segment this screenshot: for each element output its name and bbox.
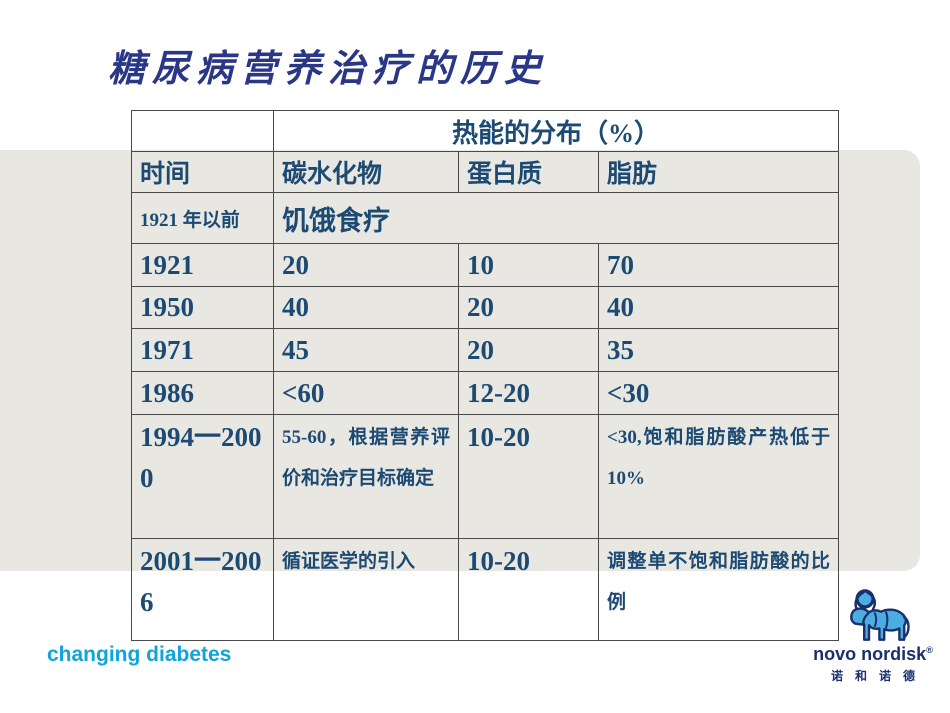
column-header-protein: 蛋白质 (458, 151, 599, 193)
novo-nordisk-bull-icon (850, 589, 910, 641)
table-cell-time: 1986 (131, 371, 274, 415)
table-cell-time: 1971 (131, 328, 274, 372)
table-cell-time: 1921 (131, 243, 274, 287)
table-row: 1950 40 20 40 (131, 286, 840, 329)
table-cell-protein: 20 (458, 328, 599, 372)
table-row: 时间 碳水化物 蛋白质 脂肪 (131, 151, 840, 193)
table-cell-protein: 10 (458, 243, 599, 287)
table-row: 1986 <60 12-20 <30 (131, 371, 840, 415)
energy-distribution-header: 热能的分布（%） (272, 110, 840, 152)
table-cell-fat: 70 (597, 243, 840, 287)
table-row: 1921 20 10 70 (131, 243, 840, 287)
table-cell-starvation-diet: 饥饿食疗 (272, 192, 840, 244)
column-header-fat: 脂肪 (597, 151, 840, 193)
table-cell-carb: 循证医学的引入 (273, 538, 459, 641)
column-header-time: 时间 (131, 151, 274, 193)
table-cell-carb: 55-60，根据营养评价和治疗目标确定 (273, 414, 459, 539)
table-cell-carb: 45 (273, 328, 459, 372)
table-cell-carb: <60 (273, 371, 459, 415)
table-cell-fat: 调整单不饱和脂肪酸的比例 (597, 538, 840, 641)
empty-corner-cell (131, 110, 274, 152)
table-cell-time: 1950 (131, 286, 274, 329)
table-cell-time: 1921 年以前 (131, 192, 274, 244)
table-cell-time: 2001一2006 (131, 538, 274, 641)
table-cell-protein: 12-20 (458, 371, 599, 415)
table-cell-carb: 40 (273, 286, 459, 329)
table-cell-fat: <30 (597, 371, 840, 415)
novo-nordisk-wordmark: novo nordisk® (812, 645, 934, 664)
novo-nordisk-logo: novo nordisk® 诺和诺德 (812, 588, 934, 684)
table-cell-time: 1994一2000 (131, 414, 274, 539)
table-row: 2001一2006 循证医学的引入 10-20 调整单不饱和脂肪酸的比例 (131, 538, 840, 641)
logo-text: novo nordisk (813, 644, 927, 664)
table-cell-carb: 20 (273, 243, 459, 287)
table-cell-protein: 20 (458, 286, 599, 329)
table-cell-fat: <30,饱和脂肪酸产热低于 10% (597, 414, 840, 539)
table-row: 热能的分布（%） (131, 110, 840, 152)
table-cell-protein: 10-20 (458, 538, 599, 641)
changing-diabetes-tagline: changing diabetes (47, 643, 232, 666)
table-row: 1994一2000 55-60，根据营养评价和治疗目标确定 10-20 <30,… (131, 414, 840, 539)
column-header-carbohydrate: 碳水化物 (273, 151, 459, 193)
table-row: 1921 年以前 饥饿食疗 (131, 192, 840, 244)
table-cell-protein: 10-20 (458, 414, 599, 539)
nutrition-history-table: 热能的分布（%） 时间 碳水化物 蛋白质 脂肪 1921 年以前 饥饿食疗 19… (131, 110, 840, 641)
table-cell-fat: 35 (597, 328, 840, 372)
novo-nordisk-chinese-name: 诺和诺德 (830, 668, 927, 683)
page-title: 糖尿病营养治疗的历史 (108, 49, 548, 90)
registered-trademark-icon: ® (926, 645, 933, 655)
table-row: 1971 45 20 35 (131, 328, 840, 372)
table-cell-fat: 40 (597, 286, 840, 329)
